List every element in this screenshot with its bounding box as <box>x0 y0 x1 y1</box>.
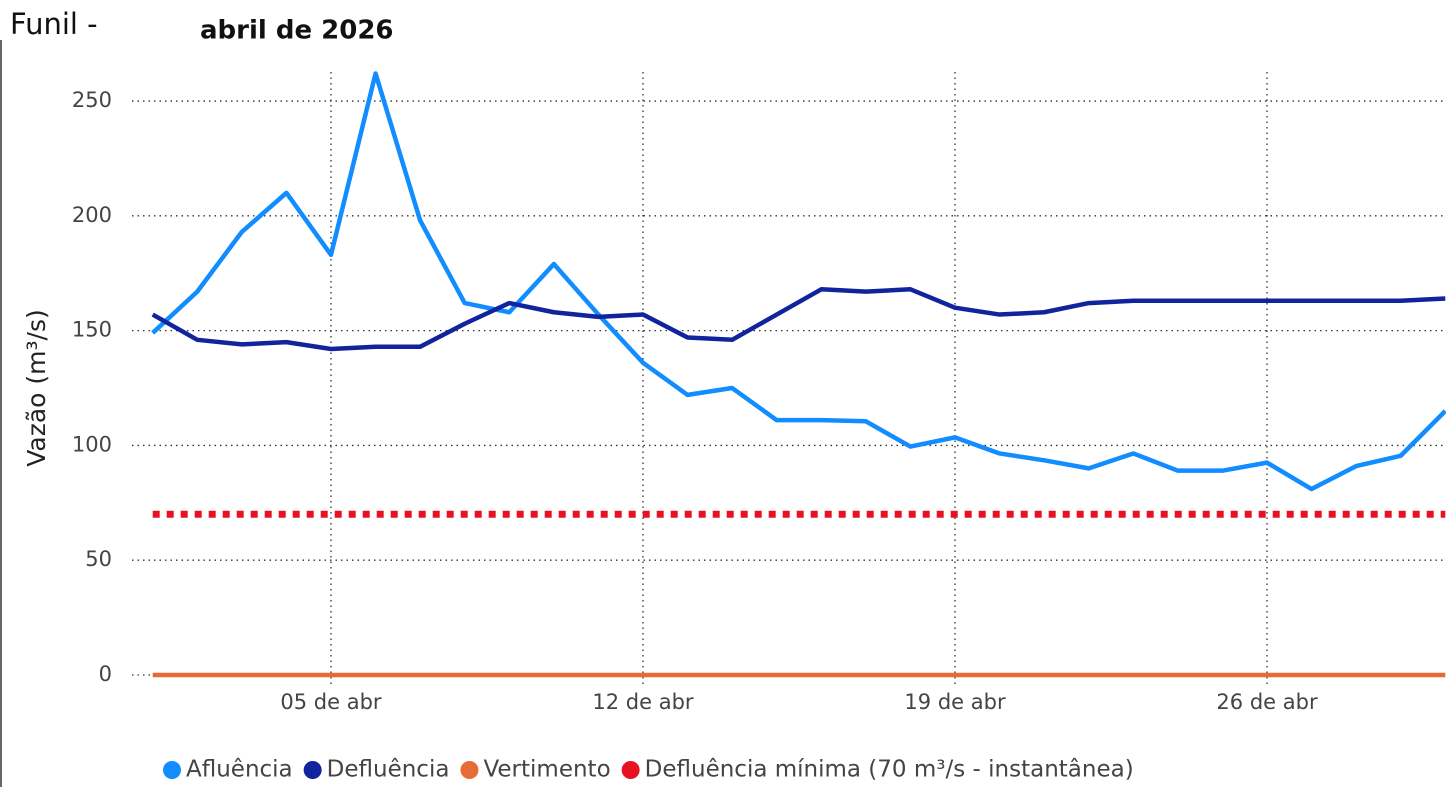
legend-label: Vertimento <box>483 757 610 783</box>
legend-label: Defluência <box>327 757 450 783</box>
y-tick-label: 150 <box>72 318 112 342</box>
legend-label: Defluência mínima (70 m³/s - instantânea… <box>645 757 1134 783</box>
x-tick-label: 05 de abr <box>280 690 382 714</box>
legend-marker <box>303 761 322 779</box>
legend-marker <box>460 761 479 779</box>
legend-label: Afluência <box>186 757 293 783</box>
legend-marker <box>621 761 640 779</box>
series-line <box>151 287 1446 352</box>
y-tick-label: 0 <box>99 662 112 686</box>
y-tick-label: 200 <box>72 203 112 227</box>
series-line <box>151 71 1446 492</box>
y-tick-label: 250 <box>72 88 112 112</box>
x-tick-label: 19 de abr <box>904 690 1006 714</box>
x-tick-label: 26 de abr <box>1216 690 1318 714</box>
y-tick-label: 50 <box>85 547 112 571</box>
legend-marker <box>163 761 181 779</box>
chart-title: Funil - <box>10 7 98 41</box>
y-axis-label: Vazão (m³/s) <box>22 309 51 467</box>
y-tick-label: 100 <box>72 432 112 456</box>
x-tick-label: 12 de abr <box>592 690 694 714</box>
chart-subtitle: abril de 2026 <box>200 16 394 46</box>
